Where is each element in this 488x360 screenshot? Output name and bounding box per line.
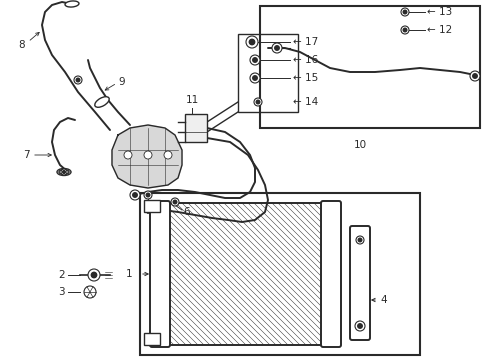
Circle shape bbox=[469, 71, 479, 81]
Bar bbox=[260, 6, 479, 128]
Circle shape bbox=[271, 43, 282, 53]
Text: 1: 1 bbox=[125, 269, 132, 279]
Circle shape bbox=[403, 10, 406, 14]
Ellipse shape bbox=[65, 1, 79, 7]
Circle shape bbox=[358, 238, 361, 242]
Text: ← 13: ← 13 bbox=[426, 7, 451, 17]
Circle shape bbox=[354, 321, 364, 331]
Circle shape bbox=[171, 198, 179, 206]
Circle shape bbox=[84, 286, 96, 298]
Circle shape bbox=[256, 100, 259, 104]
Circle shape bbox=[249, 73, 260, 83]
Circle shape bbox=[245, 36, 258, 48]
Text: 4: 4 bbox=[379, 295, 386, 305]
Text: ← 15: ← 15 bbox=[292, 73, 318, 83]
Text: 5: 5 bbox=[144, 206, 151, 216]
Circle shape bbox=[249, 55, 260, 65]
Bar bbox=[143, 200, 160, 212]
Circle shape bbox=[355, 236, 363, 244]
Text: 2: 2 bbox=[58, 270, 65, 280]
Polygon shape bbox=[112, 125, 182, 188]
FancyBboxPatch shape bbox=[349, 226, 369, 340]
Text: 3: 3 bbox=[58, 287, 65, 297]
Circle shape bbox=[400, 26, 408, 34]
Text: 9: 9 bbox=[118, 77, 124, 87]
Circle shape bbox=[88, 269, 100, 281]
Ellipse shape bbox=[95, 97, 109, 107]
Bar bbox=[140, 193, 419, 355]
Circle shape bbox=[132, 193, 137, 197]
FancyBboxPatch shape bbox=[150, 201, 170, 347]
Text: ← 16: ← 16 bbox=[292, 55, 318, 65]
Circle shape bbox=[74, 76, 82, 84]
Circle shape bbox=[143, 191, 152, 199]
Circle shape bbox=[472, 74, 476, 78]
Circle shape bbox=[252, 76, 257, 80]
Bar bbox=[238, 34, 297, 112]
Text: 6: 6 bbox=[183, 207, 189, 217]
Text: 8: 8 bbox=[19, 40, 25, 50]
Circle shape bbox=[124, 151, 132, 159]
Ellipse shape bbox=[59, 170, 69, 175]
Circle shape bbox=[400, 8, 408, 16]
Circle shape bbox=[357, 324, 362, 328]
Text: ← 12: ← 12 bbox=[426, 25, 451, 35]
Ellipse shape bbox=[57, 168, 71, 176]
Circle shape bbox=[130, 190, 140, 200]
Circle shape bbox=[249, 39, 254, 45]
Text: 7: 7 bbox=[23, 150, 30, 160]
Circle shape bbox=[173, 200, 177, 204]
Circle shape bbox=[146, 193, 149, 197]
Circle shape bbox=[253, 98, 262, 106]
Bar bbox=[143, 333, 160, 345]
Circle shape bbox=[403, 28, 406, 32]
FancyBboxPatch shape bbox=[320, 201, 340, 347]
Circle shape bbox=[163, 151, 172, 159]
Text: 10: 10 bbox=[353, 140, 366, 150]
Circle shape bbox=[62, 171, 65, 174]
Circle shape bbox=[61, 169, 67, 175]
Text: ← 17: ← 17 bbox=[292, 37, 318, 47]
Circle shape bbox=[252, 58, 257, 62]
Bar bbox=[184, 114, 206, 142]
Bar bbox=[168, 203, 323, 345]
Circle shape bbox=[143, 151, 152, 159]
Circle shape bbox=[76, 78, 80, 82]
Text: 11: 11 bbox=[185, 95, 198, 105]
Circle shape bbox=[274, 46, 279, 50]
Circle shape bbox=[91, 272, 97, 278]
Text: ← 14: ← 14 bbox=[292, 97, 318, 107]
